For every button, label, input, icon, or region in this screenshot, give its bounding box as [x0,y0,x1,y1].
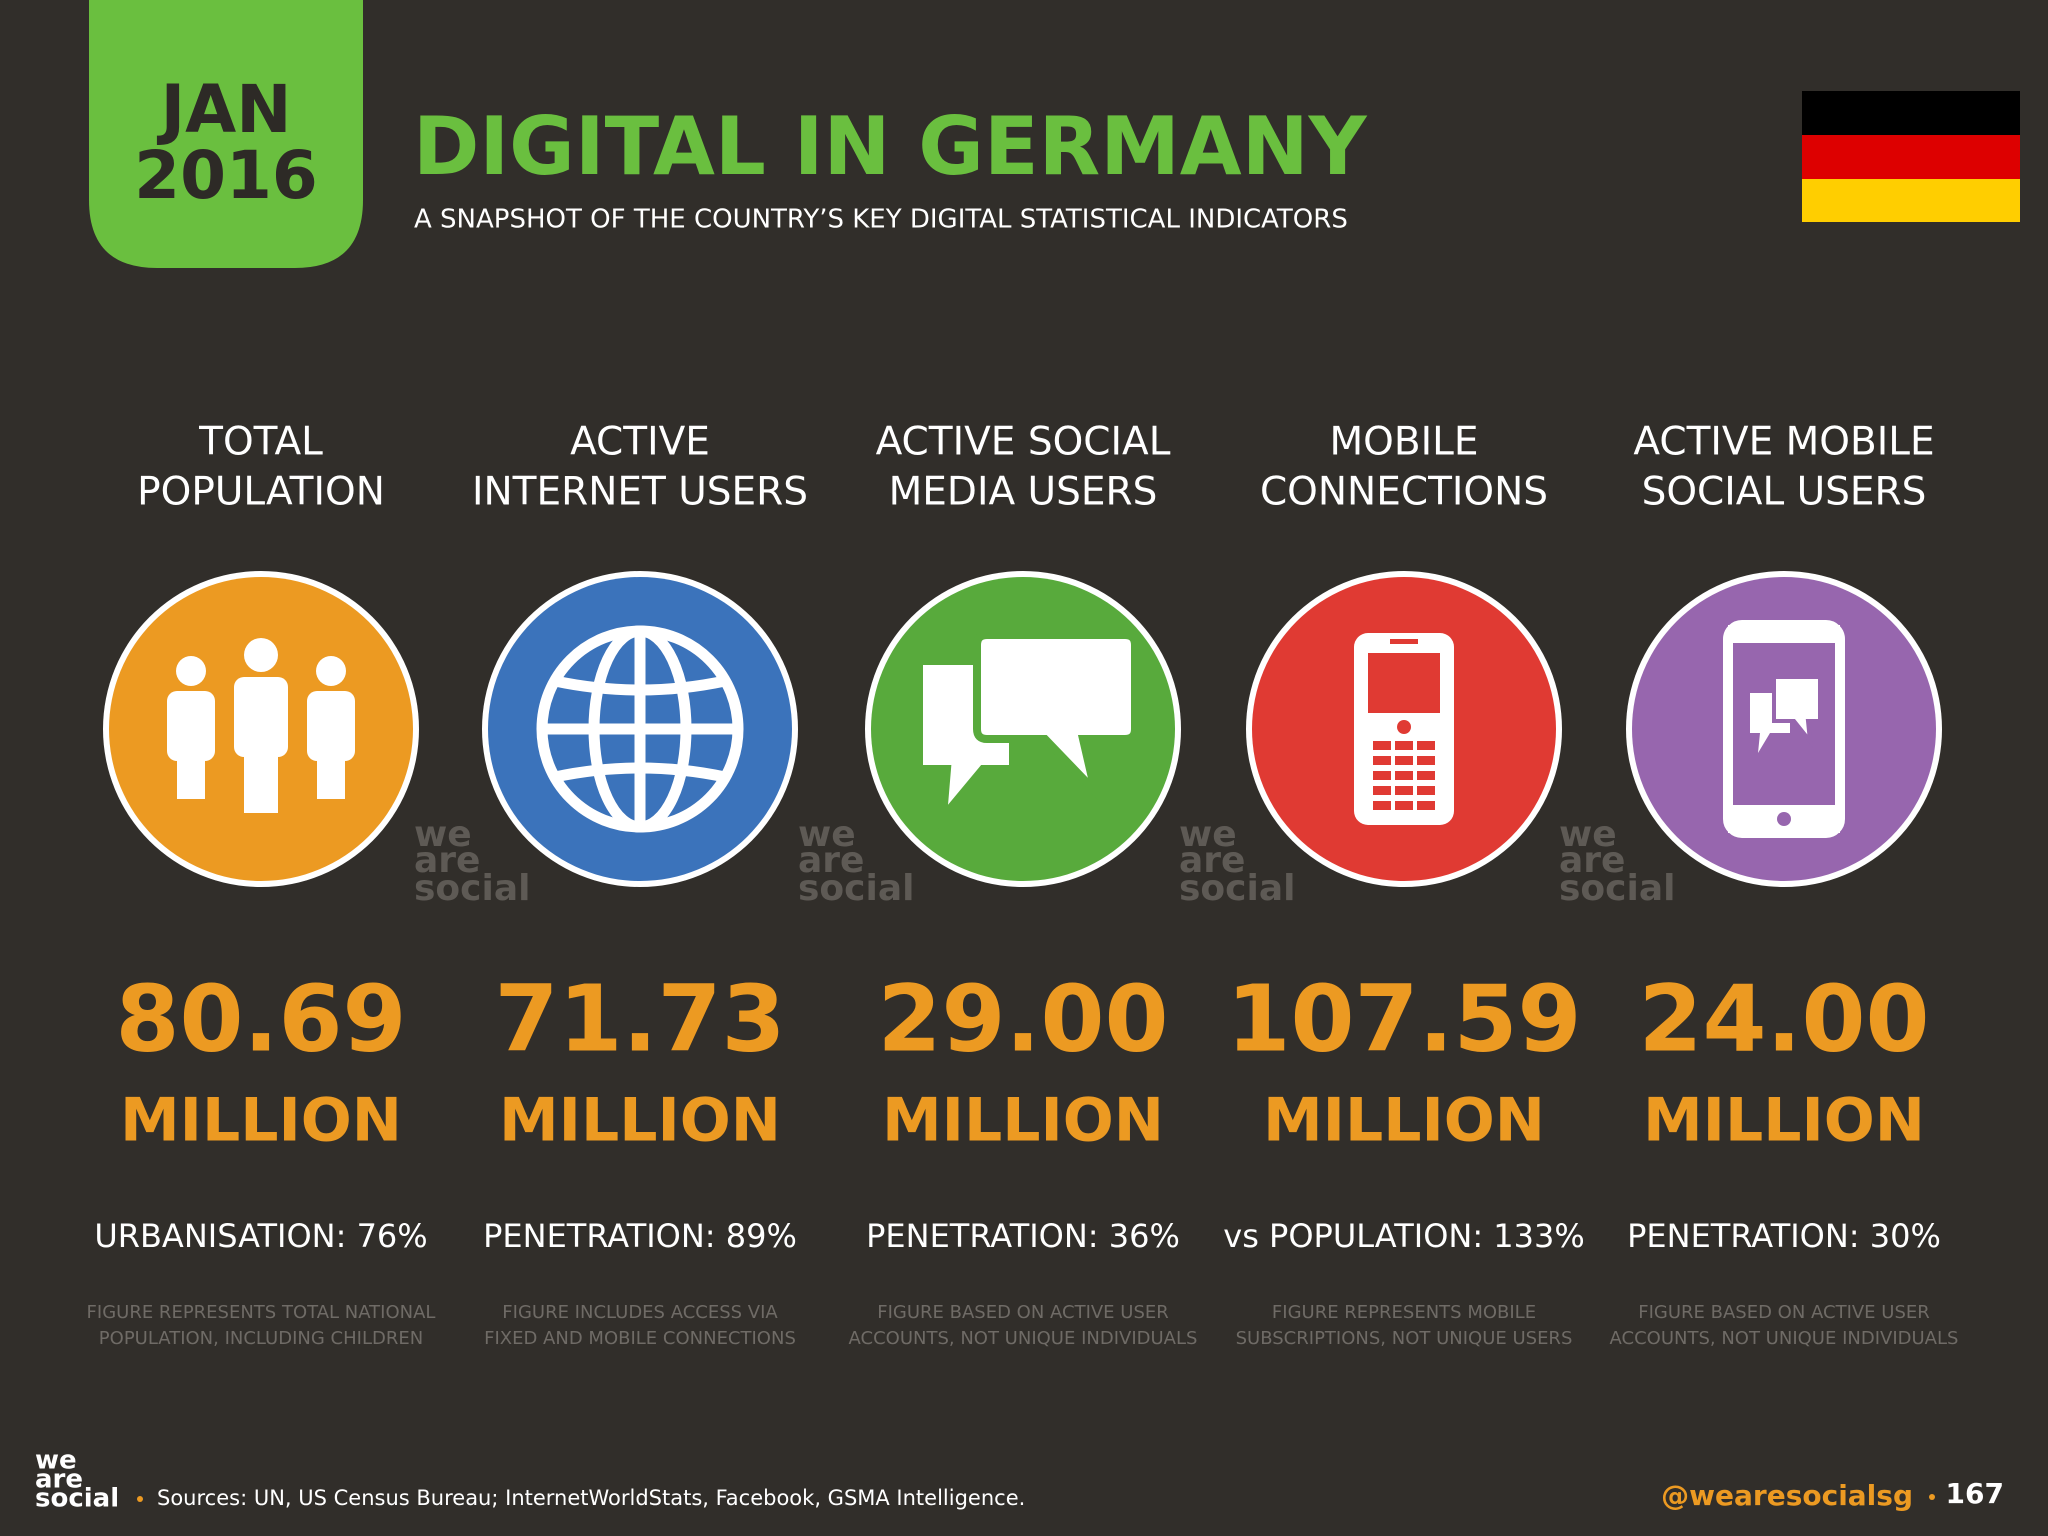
stat-detail: PENETRATION: 30% [1627,1217,1941,1255]
flag-stripe [1802,91,2020,135]
watermark: are [414,840,480,881]
stat-value: 24.00 [1638,965,1929,1072]
handle: @wearesocialsg [1661,1479,1913,1512]
stat-detail: URBANISATION: 76% [94,1217,427,1255]
watermark: are [1179,840,1245,881]
stat-value: 71.73 [494,965,785,1072]
stat-unit: MILLION [499,1086,781,1156]
stat-column: ACTIVE MOBILE SOCIAL USERS 24.00 MILLION PEN… [1610,420,1959,1350]
stat-unit: MILLION [882,1086,1164,1156]
bullet [1929,1494,1935,1500]
stat-value: 80.69 [115,965,406,1072]
column-label: TOTAL [198,420,323,465]
flag [1802,91,2020,222]
title: DIGITAL IN GERMANY [413,100,1368,193]
stat-column: ACTIVE SOCIAL MEDIA USERS 29.00 MILLION PENE… [849,420,1198,1350]
date-month: JAN [157,71,292,148]
stat-column: TOTAL POPULATION 80.69 MILLION URBANISATION:… [87,420,436,1350]
column-label: ACTIVE SOCIAL [876,420,1171,465]
stat-detail: PENETRATION: 36% [866,1217,1180,1255]
stat-detail: PENETRATION: 89% [483,1217,797,1255]
watermark: we [1559,814,1617,855]
column-label: INTERNET USERS [472,470,808,515]
watermark: social [1559,868,1675,909]
icon [167,638,355,813]
stat-note: SUBSCRIPTIONS, NOT UNIQUE USERS [1236,1328,1573,1349]
column-label: SOCIAL USERS [1642,470,1927,515]
stat-note: ACCOUNTS, NOT UNIQUE INDIVIDUALS [849,1328,1198,1349]
date-year: 2016 [134,137,318,214]
stat-column: MOBILE CONNECTIONS 107.59 MILLION vs POPULAT… [1223,420,1585,1350]
sources: Sources: UN, US Census Bureau; InternetW… [157,1486,1025,1510]
watermark: we [798,814,856,855]
stat-value: 29.00 [877,965,1168,1072]
stat-note: FIGURE REPRESENTS TOTAL NATIONAL [87,1302,436,1323]
subtitle: A SNAPSHOT OF THE COUNTRY’S KEY DIGITAL … [414,205,1348,235]
stat-note: FIGURE REPRESENTS MOBILE [1272,1302,1536,1323]
stat-note: FIGURE BASED ON ACTIVE USER [1638,1302,1930,1323]
column-label: ACTIVE MOBILE [1633,420,1934,465]
stat-unit: MILLION [120,1086,402,1156]
flag-stripe [1802,135,2020,179]
watermark: are [1559,840,1625,881]
stat-value: 107.59 [1226,965,1581,1072]
watermark: social [414,868,530,909]
icon [1354,633,1454,825]
watermark: we [414,814,472,855]
logo-word: we [35,1446,77,1476]
flag-stripe [1802,179,2020,222]
stat-note: ACCOUNTS, NOT UNIQUE INDIVIDUALS [1610,1328,1959,1349]
stat-column: ACTIVE INTERNET USERS 71.73 MILLION PENETRAT… [472,420,808,1350]
stat-note: FIXED AND MOBILE CONNECTIONS [484,1328,796,1349]
watermark: we [1179,814,1237,855]
stat-unit: MILLION [1643,1086,1925,1156]
watermark: social [1179,868,1295,909]
column-label: MEDIA USERS [889,470,1158,515]
bullet [137,1496,143,1502]
column-label: CONNECTIONS [1260,470,1548,515]
watermark: social [798,868,914,909]
logo-word: are [35,1465,83,1495]
stat-unit: MILLION [1263,1086,1545,1156]
stat-note: FIGURE INCLUDES ACCESS VIA [502,1302,778,1323]
icon [536,625,744,833]
column-label: MOBILE [1330,420,1479,465]
icon [915,631,1139,830]
watermark: are [798,840,864,881]
stat-note: POPULATION, INCLUDING CHILDREN [99,1328,423,1349]
logo-word: social [35,1484,119,1514]
column-label: ACTIVE [570,420,710,465]
icon [1723,620,1845,838]
page-number: 167 [1946,1477,2004,1510]
stat-detail: vs POPULATION: 133% [1223,1217,1585,1255]
date-tab [89,0,363,268]
column-label: POPULATION [137,470,385,515]
stat-note: FIGURE BASED ON ACTIVE USER [877,1302,1169,1323]
